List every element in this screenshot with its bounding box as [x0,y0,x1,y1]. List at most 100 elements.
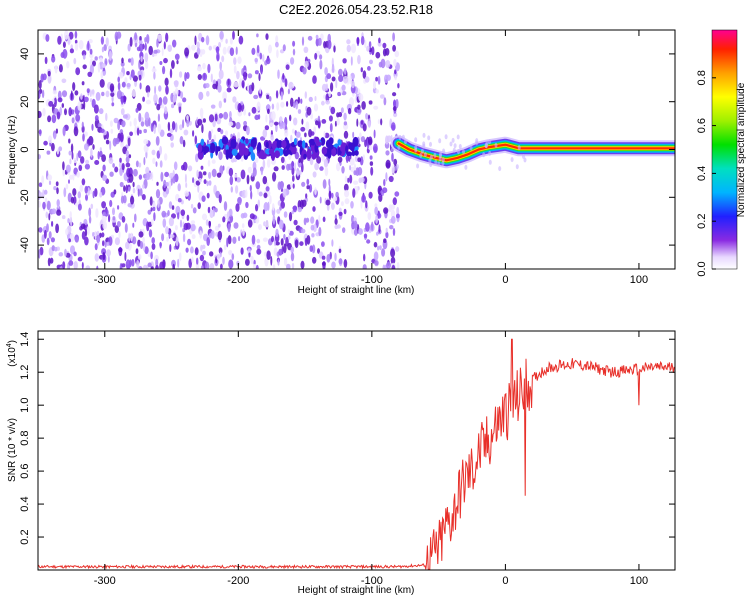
noise-speckle [142,184,145,189]
noise-speckle [121,120,126,128]
noise-speckle [256,33,259,38]
noise-speckle [38,79,42,90]
noise-speckle [386,261,391,269]
noise-speckle [240,213,245,219]
noise-speckle [168,201,173,209]
noise-speckle [394,69,397,75]
noise-speckle [235,46,238,55]
noise-speckle [58,252,64,257]
noise-speckle [116,90,123,100]
noise-speckle [182,139,186,148]
noise-speckle [173,161,178,171]
noise-speckle [180,209,186,216]
noise-speckle [81,50,87,57]
noise-speckle [253,259,256,266]
noise-speckle [89,48,93,55]
noise-speckle [280,91,284,101]
noise-speckle [54,64,58,74]
noise-speckle [142,242,146,252]
noise-speckle [362,264,367,269]
noise-speckle [69,158,72,165]
noise-speckle [275,41,279,48]
noise-speckle [280,238,284,246]
noise-speckle [55,181,59,187]
noise-speckle [133,117,137,127]
noise-speckle [150,207,153,212]
noise-speckle [68,31,74,40]
noise-speckle [46,200,51,211]
noise-speckle [282,188,287,198]
noise-speckle [123,185,126,192]
noise-speckle [343,259,348,268]
noise-speckle [53,132,57,140]
transition-speckle [453,143,457,149]
noise-speckle [93,104,99,114]
noise-speckle [278,248,283,256]
noise-speckle [347,177,350,183]
noise-speckle [101,91,105,97]
noise-speckle [132,181,135,188]
noise-speckle [102,251,106,261]
noise-speckle [390,256,396,265]
noise-speckle [75,67,81,76]
noise-speckle [172,39,177,48]
noise-speckle [185,247,189,253]
noise-speckle [260,166,264,176]
transition-speckle [444,134,448,140]
noise-speckle [288,211,293,222]
snr-frame [37,330,676,571]
noise-speckle [251,47,256,56]
snr-y-multiplier-exp: 4 [6,343,13,347]
noise-speckle [254,114,260,121]
noise-speckle [155,189,161,199]
colorbar-tick-label: 0.8 [696,70,708,85]
noise-speckle [265,33,269,40]
noise-speckle [90,98,93,103]
noise-speckle [124,223,128,233]
noise-speckle [299,241,304,247]
noise-speckle [87,40,90,51]
noise-speckle [276,102,280,111]
transition-speckle [437,161,441,167]
noise-speckle [389,225,394,230]
noise-speckle [321,119,327,124]
noise-speckle [393,158,398,166]
noise-speckle [153,212,156,222]
noise-speckle [167,210,170,217]
noise-band-speckle [348,142,356,151]
x-tick-label: 100 [630,274,648,286]
noise-band-speckle [306,148,312,160]
noise-speckle [381,248,386,257]
noise-speckle [164,171,170,178]
noise-speckle [158,97,163,106]
noise-band-speckle [245,138,249,144]
noise-speckle [175,205,181,216]
noise-speckle [246,125,250,136]
noise-speckle [232,236,237,244]
noise-speckle [380,118,383,126]
noise-speckle [186,214,190,221]
transition-speckle [404,139,407,145]
x-tick-label: -100 [361,575,383,587]
noise-speckle [165,32,169,43]
noise-speckle [179,252,182,262]
noise-speckle [69,174,74,180]
noise-speckle [252,263,257,269]
noise-speckle [332,196,338,202]
noise-speckle [286,101,289,107]
noise-speckle [164,77,169,87]
noise-speckle [360,120,364,125]
noise-speckle [82,64,87,70]
noise-speckle [53,186,57,191]
noise-speckle [83,131,88,137]
noise-speckle [315,34,319,40]
noise-speckle [322,179,327,189]
noise-speckle [281,165,285,170]
noise-speckle [65,183,69,190]
x-tick-label: -200 [227,274,249,286]
noise-speckle [347,107,352,115]
noise-speckle [218,151,223,161]
noise-speckle [362,70,367,79]
noise-speckle [156,181,159,186]
noise-speckle [390,209,396,218]
